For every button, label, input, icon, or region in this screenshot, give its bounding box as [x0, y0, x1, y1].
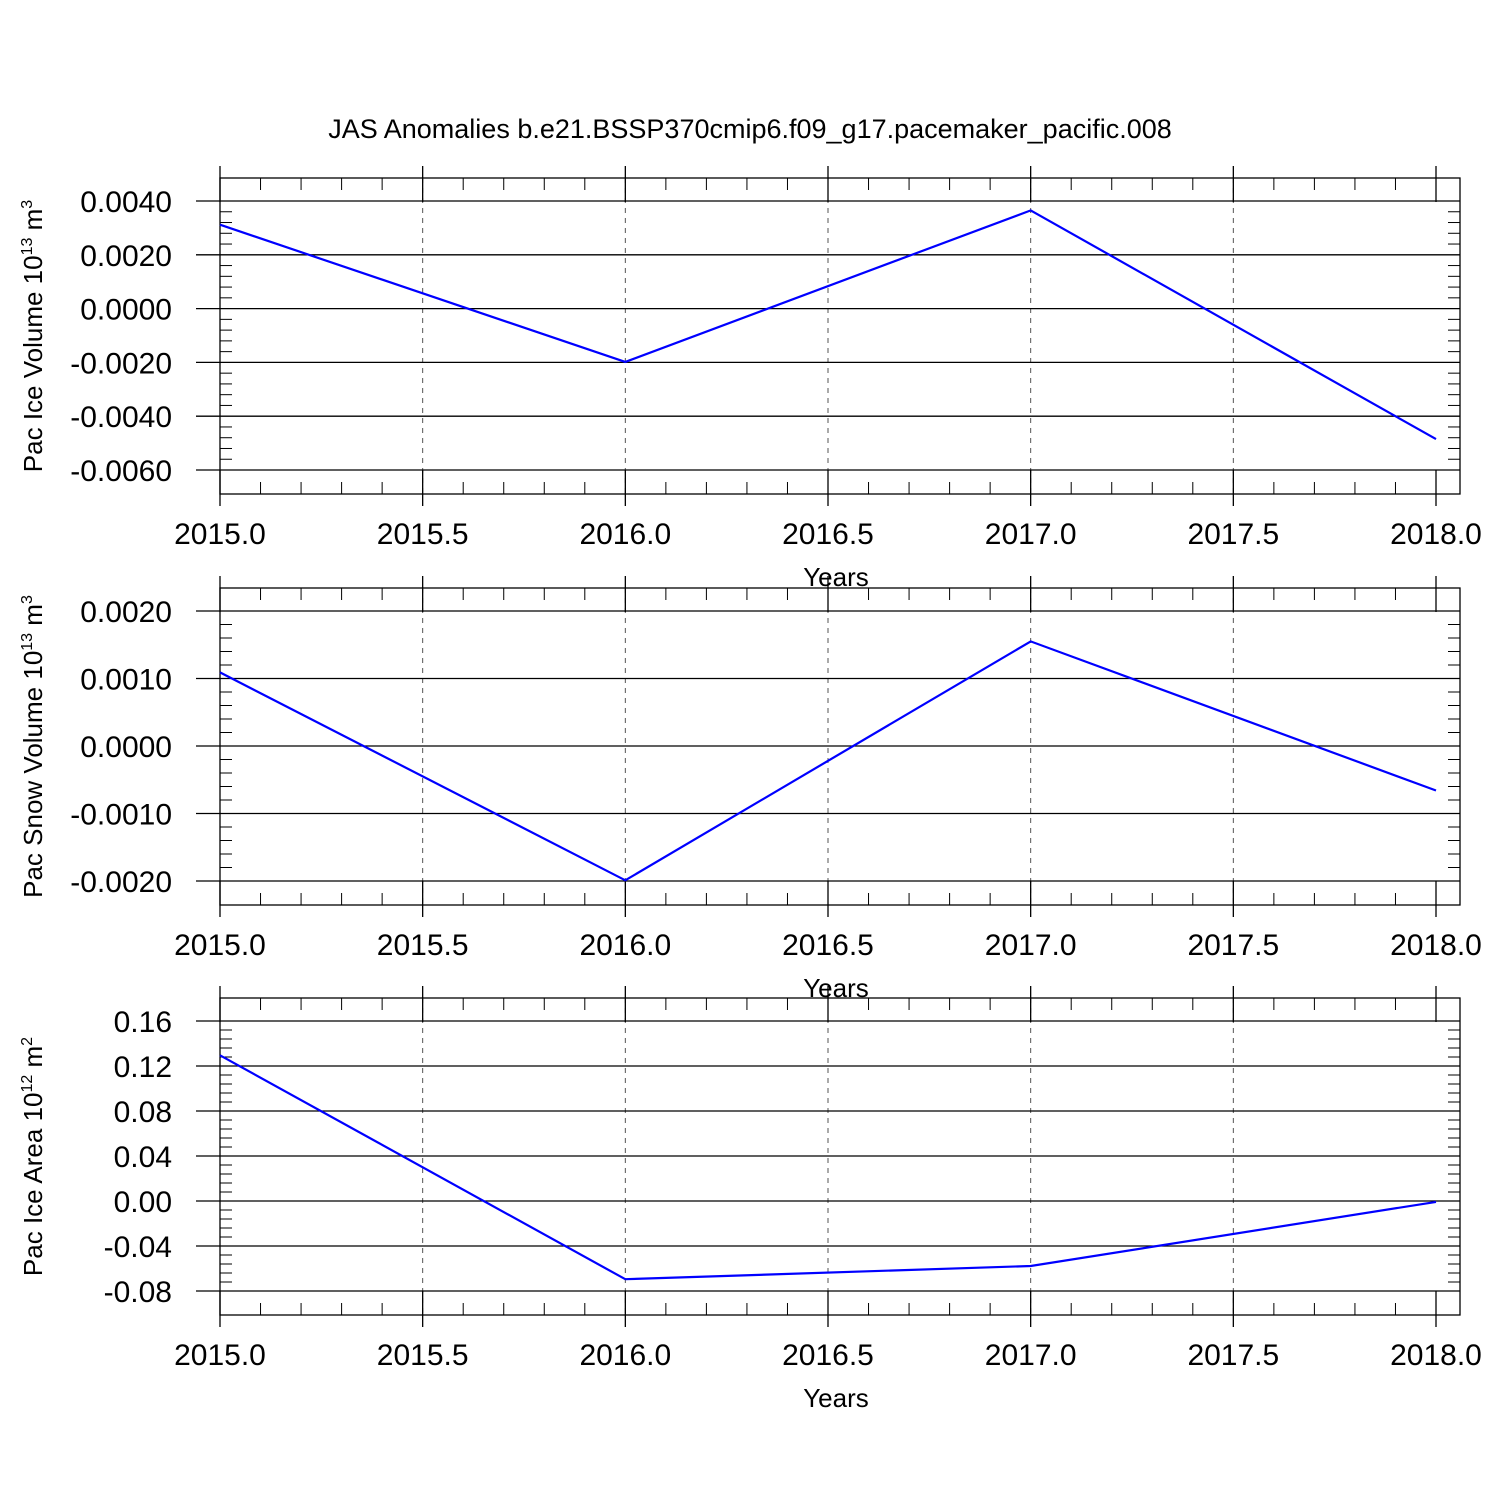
y-tick-label: 0.0010	[80, 664, 172, 697]
data-series-line	[219, 1054, 1437, 1281]
x-tick-label: 2015.5	[377, 518, 469, 551]
x-tick-label: 2016.0	[579, 1339, 671, 1372]
y-axis-label: Pac Ice Area 1012 m2	[18, 1037, 48, 1276]
panel-3: 2015.0 2015.5 2016.0 2016.5 2017.0 2017.5 2018…	[18, 986, 1482, 1413]
panel-2: 2015.0 2015.5 2016.0 2016.5 2017.0 2017.5 2018…	[18, 576, 1482, 1003]
y-axis-label: Pac Snow Volume 1013 m3	[18, 595, 48, 898]
y-axis-label: Pac Ice Volume 1013 m3	[18, 200, 48, 473]
panel-1: 2015.0 2015.5 2016.0 2016.5 2017.0 2017.5 2018…	[18, 166, 1482, 592]
x-tick-label: 2016.5	[782, 929, 874, 962]
x-tick-label: 2017.5	[1187, 518, 1279, 551]
y-tick-label: 0.04	[114, 1141, 172, 1174]
y-tick-label: 0.0020	[80, 596, 172, 629]
y-tick-label: -0.08	[104, 1276, 172, 1309]
y-tick-label: 0.0000	[80, 731, 172, 764]
x-tick-label: 2017.0	[985, 929, 1077, 962]
x-tick-label: 2015.0	[174, 1339, 266, 1372]
y-tick-label: -0.0020	[70, 347, 172, 380]
x-tick-label: 2017.5	[1187, 929, 1279, 962]
x-tick-label: 2018.0	[1390, 1339, 1482, 1372]
x-tick-label: 2015.0	[174, 929, 266, 962]
x-tick-label: 2016.0	[579, 518, 671, 551]
y-tick-label: 0.0020	[80, 240, 172, 273]
y-tick-label: 0.0040	[80, 186, 172, 219]
x-tick-label: 2015.5	[377, 1339, 469, 1372]
y-tick-label: -0.04	[104, 1231, 172, 1264]
x-axis-label: Years	[803, 1383, 869, 1413]
data-series-line	[219, 209, 1437, 441]
x-tick-label: 2015.0	[174, 518, 266, 551]
y-tick-label: 0.12	[114, 1051, 172, 1084]
y-tick-label: 0.0000	[80, 294, 172, 327]
x-tick-label: 2017.0	[985, 1339, 1077, 1372]
x-tick-label: 2017.0	[985, 518, 1077, 551]
y-tick-label: -0.0040	[70, 401, 172, 434]
data-series-line	[219, 640, 1437, 882]
x-tick-label: 2017.5	[1187, 1339, 1279, 1372]
y-tick-label: 0.00	[114, 1186, 172, 1219]
y-tick-label: 0.08	[114, 1096, 172, 1129]
x-tick-label: 2018.0	[1390, 929, 1482, 962]
x-tick-label: 2016.5	[782, 518, 874, 551]
y-tick-label: -0.0060	[70, 455, 172, 488]
x-axis-label: Years	[803, 562, 869, 592]
x-tick-label: 2018.0	[1390, 518, 1482, 551]
chart-title: JAS Anomalies b.e21.BSSP370cmip6.f09_g17…	[328, 114, 1172, 144]
plot-frame	[219, 177, 1461, 495]
x-tick-label: 2016.0	[579, 929, 671, 962]
y-tick-label: -0.0020	[70, 866, 172, 899]
y-tick-label: -0.0010	[70, 799, 172, 832]
x-tick-label: 2015.5	[377, 929, 469, 962]
x-tick-label: 2016.5	[782, 1339, 874, 1372]
y-tick-label: 0.16	[114, 1006, 172, 1039]
